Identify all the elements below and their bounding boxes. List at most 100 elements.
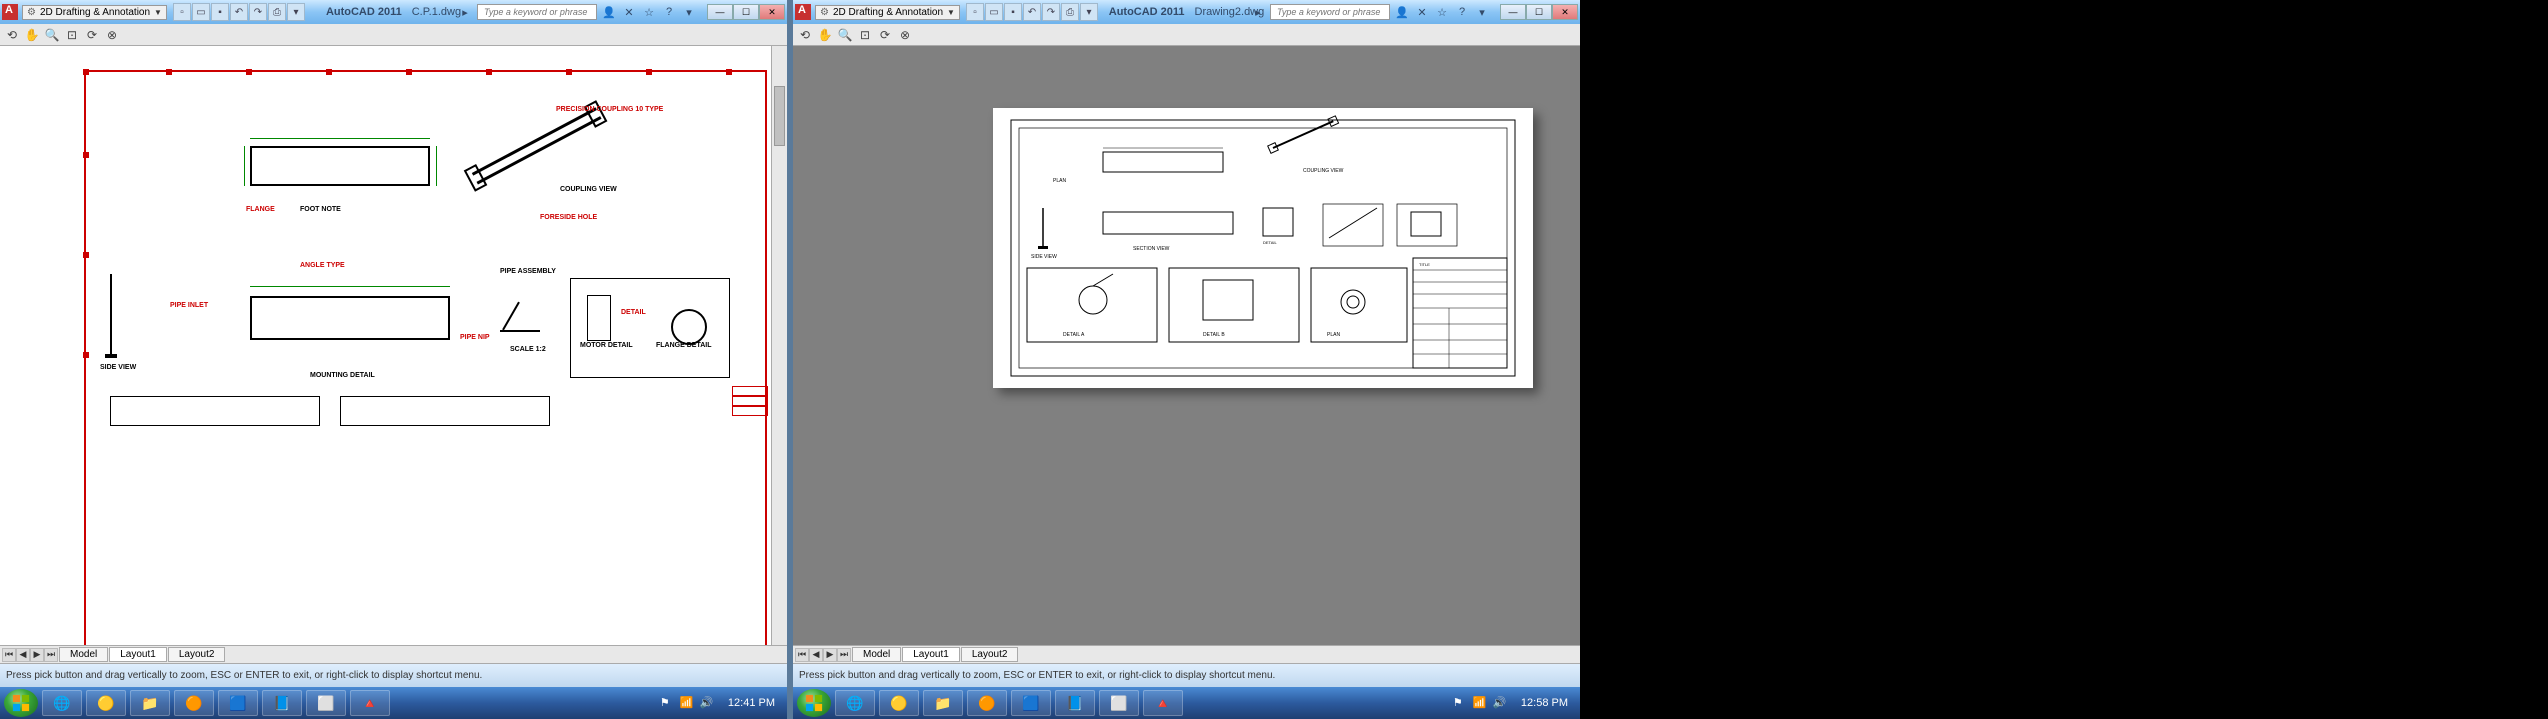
minimize-button[interactable]: —: [1500, 4, 1526, 20]
tb-r2: [732, 396, 768, 406]
vertical-scrollbar[interactable]: [771, 46, 787, 645]
orbit-icon[interactable]: ⟳: [84, 27, 100, 43]
taskbar-app3[interactable]: ⬜: [306, 690, 346, 716]
scrollbar-thumb[interactable]: [774, 86, 785, 146]
zoom-ext-icon[interactable]: ⊡: [64, 27, 80, 43]
taskbar-left: 🌐 🟡 📁 🟠 🟦 📘 ⬜ 🔺 ⚑ 📶 🔊 12:41 PM: [0, 687, 787, 719]
zoom-ext-icon[interactable]: ⊡: [857, 27, 873, 43]
maximize-button[interactable]: ☐: [1526, 4, 1552, 20]
tab-layout2[interactable]: Layout2: [961, 647, 1019, 662]
help-icon[interactable]: ?: [1454, 4, 1470, 20]
qat-save[interactable]: ▪: [1004, 3, 1022, 21]
taskbar-app1[interactable]: 🟦: [218, 690, 258, 716]
tray-vol-icon[interactable]: 🔊: [1493, 696, 1507, 710]
taskbar-app2[interactable]: 📘: [1055, 690, 1095, 716]
search-input[interactable]: [1270, 4, 1390, 20]
taskbar-ie[interactable]: 🌐: [835, 690, 875, 716]
qat-more[interactable]: ▾: [1080, 3, 1098, 21]
tray-net-icon[interactable]: 📶: [1473, 696, 1487, 710]
drawing-area-right[interactable]: PLAN COUPLING VIEW SIDE VIEW SECTION VIE…: [793, 46, 1580, 645]
taskbar-media[interactable]: 🟠: [174, 690, 214, 716]
start-button[interactable]: [797, 689, 831, 717]
exchange-icon[interactable]: ✕: [1414, 4, 1430, 20]
fav-icon[interactable]: ☆: [641, 4, 657, 20]
svg-text:PLAN: PLAN: [1327, 332, 1340, 338]
orbit-icon[interactable]: ⟳: [877, 27, 893, 43]
tray-vol-icon[interactable]: 🔊: [700, 696, 714, 710]
maximize-button[interactable]: ☐: [733, 4, 759, 20]
taskbar-explorer[interactable]: 📁: [923, 690, 963, 716]
taskbar-chrome[interactable]: 🟡: [86, 690, 126, 716]
taskbar-chrome[interactable]: 🟡: [879, 690, 919, 716]
signin-icon[interactable]: 👤: [1394, 4, 1410, 20]
signin-icon[interactable]: 👤: [601, 4, 617, 20]
fav-icon[interactable]: ☆: [1434, 4, 1450, 20]
zoom-icon[interactable]: 🔍: [44, 27, 60, 43]
taskbar-explorer[interactable]: 📁: [130, 690, 170, 716]
svg-text:DETAIL B: DETAIL B: [1203, 332, 1225, 338]
app-icon[interactable]: [2, 4, 18, 20]
qat-undo[interactable]: ↶: [1023, 3, 1041, 21]
tab-last-icon[interactable]: ⏭: [44, 648, 58, 662]
minimize-button[interactable]: —: [707, 4, 733, 20]
tray-flag-icon[interactable]: ⚑: [660, 696, 674, 710]
label-red1: PIPE INLET: [170, 302, 208, 309]
tab-prev-icon[interactable]: ◀: [16, 648, 30, 662]
tab-last-icon[interactable]: ⏭: [837, 648, 851, 662]
qat-new[interactable]: ▫: [966, 3, 984, 21]
qat-print[interactable]: ⎙: [1061, 3, 1079, 21]
taskbar-app2[interactable]: 📘: [262, 690, 302, 716]
zoom-icon[interactable]: 🔍: [837, 27, 853, 43]
taskbar-app1[interactable]: 🟦: [1011, 690, 1051, 716]
taskbar-app3[interactable]: ⬜: [1099, 690, 1139, 716]
autocad-window-right: ⚙ 2D Drafting & Annotation ▼ ▫ ▭ ▪ ↶ ↷ ⎙…: [793, 0, 1580, 719]
qat-redo[interactable]: ↷: [249, 3, 267, 21]
taskbar-clock[interactable]: 12:58 PM: [1513, 697, 1576, 709]
qat-open[interactable]: ▭: [985, 3, 1003, 21]
tab-first-icon[interactable]: ⏮: [2, 648, 16, 662]
qat-undo[interactable]: ↶: [230, 3, 248, 21]
qat-print[interactable]: ⎙: [268, 3, 286, 21]
help-dd-icon[interactable]: ▾: [681, 4, 697, 20]
title-right: ▸ 👤 ✕ ☆ ? ▾ — ☐ ✕: [1250, 4, 1578, 20]
tab-model[interactable]: Model: [59, 647, 108, 662]
qat-more[interactable]: ▾: [287, 3, 305, 21]
taskbar-media[interactable]: 🟠: [967, 690, 1007, 716]
close-button[interactable]: ✕: [1552, 4, 1578, 20]
tab-next-icon[interactable]: ▶: [823, 648, 837, 662]
close-dwg-icon[interactable]: ⊗: [104, 27, 120, 43]
tray-net-icon[interactable]: 📶: [680, 696, 694, 710]
qat-open[interactable]: ▭: [192, 3, 210, 21]
help-icon[interactable]: ?: [661, 4, 677, 20]
pan-icon[interactable]: ✋: [817, 27, 833, 43]
back-icon[interactable]: ⟲: [797, 27, 813, 43]
tab-next-icon[interactable]: ▶: [30, 648, 44, 662]
taskbar-ie[interactable]: 🌐: [42, 690, 82, 716]
search-input[interactable]: [477, 4, 597, 20]
close-dwg-icon[interactable]: ⊗: [897, 27, 913, 43]
taskbar-clock[interactable]: 12:41 PM: [720, 697, 783, 709]
tab-layout1[interactable]: Layout1: [109, 647, 167, 662]
start-button[interactable]: [4, 689, 38, 717]
qat-new[interactable]: ▫: [173, 3, 191, 21]
exchange-icon[interactable]: ✕: [621, 4, 637, 20]
close-button[interactable]: ✕: [759, 4, 785, 20]
workspace-switcher[interactable]: ⚙ 2D Drafting & Annotation ▼: [815, 5, 960, 20]
tray-flag-icon[interactable]: ⚑: [1453, 696, 1467, 710]
tab-layout2[interactable]: Layout2: [168, 647, 226, 662]
tab-model[interactable]: Model: [852, 647, 901, 662]
taskbar-autocad[interactable]: 🔺: [1143, 690, 1183, 716]
label-sideview: SIDE VIEW: [100, 364, 136, 371]
tab-first-icon[interactable]: ⏮: [795, 648, 809, 662]
qat-redo[interactable]: ↷: [1042, 3, 1060, 21]
help-dd-icon[interactable]: ▾: [1474, 4, 1490, 20]
app-icon[interactable]: [795, 4, 811, 20]
taskbar-autocad[interactable]: 🔺: [350, 690, 390, 716]
pan-icon[interactable]: ✋: [24, 27, 40, 43]
tab-layout1[interactable]: Layout1: [902, 647, 960, 662]
tab-prev-icon[interactable]: ◀: [809, 648, 823, 662]
workspace-switcher[interactable]: ⚙ 2D Drafting & Annotation ▼: [22, 5, 167, 20]
drawing-area-left[interactable]: FLANGE FOOT NOTE PRECISION COUPLING 10 T…: [0, 46, 787, 645]
back-icon[interactable]: ⟲: [4, 27, 20, 43]
qat-save[interactable]: ▪: [211, 3, 229, 21]
